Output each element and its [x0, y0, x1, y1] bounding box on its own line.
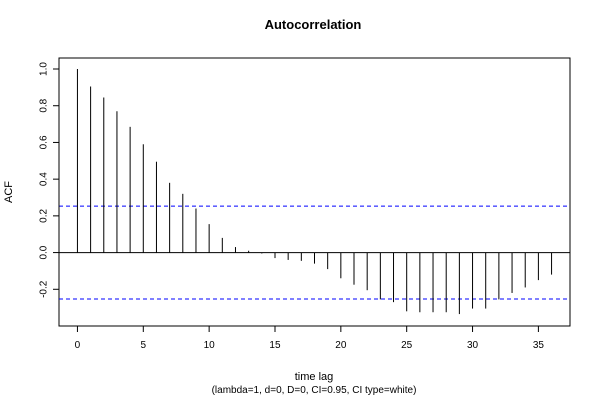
x-tick-label: 5 [141, 340, 147, 351]
plot-frame [58, 57, 571, 327]
y-tick-label: 1.0 [39, 62, 50, 76]
y-axis-label: ACF [3, 181, 15, 203]
confidence-bands [59, 205, 570, 300]
x-tick-label: 25 [401, 340, 413, 351]
y-tick-label: 0.6 [39, 135, 50, 149]
chart-title: Autocorrelation [265, 17, 362, 32]
x-axis: 0 5 10 15 20 25 30 35 [75, 325, 545, 351]
y-tick-label: 0.4 [39, 172, 50, 186]
y-tick-label: 0.0 [39, 245, 50, 259]
x-tick-label: 15 [269, 340, 281, 351]
y-tick-label: -0.2 [39, 280, 50, 298]
x-tick-label: 10 [204, 340, 216, 351]
x-tick-label: 0 [75, 340, 81, 351]
y-axis: -0.2 0.0 0.2 0.4 0.6 0.8 1.0 [39, 62, 60, 298]
y-tick-label: 0.8 [39, 98, 50, 112]
y-tick-label: 0.2 [39, 208, 50, 222]
x-tick-label: 30 [467, 340, 479, 351]
x-tick-label: 20 [335, 340, 347, 351]
x-axis-subtitle: (lambda=1, d=0, D=0, CI=0.95, CI type=wh… [212, 385, 417, 396]
x-axis-label: time lag [295, 371, 334, 383]
x-tick-label: 35 [533, 340, 545, 351]
acf-bars [76, 69, 553, 315]
